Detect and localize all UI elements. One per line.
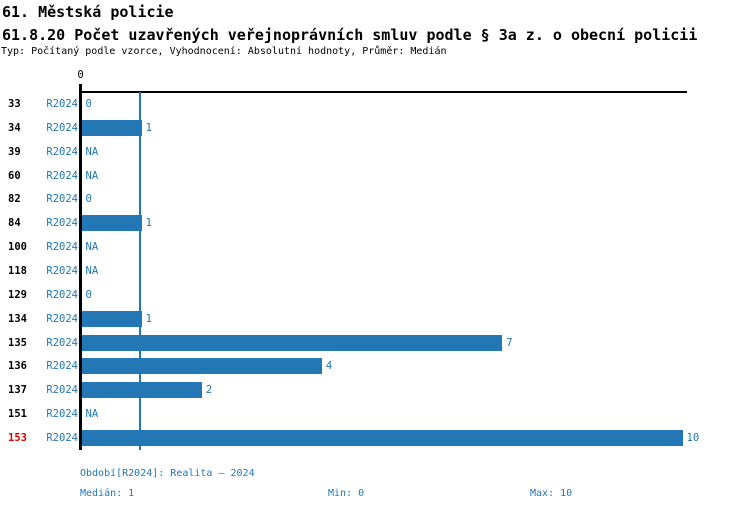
row-period-label: R2024 <box>46 169 78 182</box>
row-value-label: 1 <box>145 217 152 230</box>
row-category-label: 39 <box>8 145 21 158</box>
bar-chart-rows: 33 R2024 0 34 R2024 1 39 R2024 NA 60 R2024 NA 82 R202… <box>0 92 750 450</box>
bar <box>81 119 142 136</box>
page-title: 61. Městská policie <box>2 3 174 21</box>
bar-row: 100 R2024 NA <box>0 235 750 259</box>
row-category-label: 135 <box>8 336 27 349</box>
row-category-label: 137 <box>8 384 27 397</box>
row-value-label: NA <box>85 145 99 158</box>
bar <box>81 215 142 232</box>
bar-row: 82 R2024 0 <box>0 187 750 211</box>
bar-row: 118 R2024 NA <box>0 259 750 283</box>
bar-row: 134 R2024 1 <box>0 307 750 331</box>
bar-row: 60 R2024 NA <box>0 164 750 188</box>
row-category-label: 151 <box>8 408 27 421</box>
row-value-label: NA <box>85 169 99 182</box>
x-axis-tick-label: 0 <box>77 69 84 81</box>
bar-row: 153 R2024 10 <box>0 426 750 450</box>
chart-title: 61.8.20 Počet uzavřených veřejnoprávních… <box>2 26 698 44</box>
row-value-label: 0 <box>85 97 92 110</box>
footer-period-label: Období[R2024]: Realita – 2024 <box>80 468 255 479</box>
row-category-label: 134 <box>8 312 27 325</box>
row-period-label: R2024 <box>46 408 78 421</box>
row-period-label: R2024 <box>46 384 78 397</box>
row-category-label: 153 <box>8 431 27 444</box>
row-value-label: 2 <box>205 384 213 397</box>
bar-row: 33 R2024 0 <box>0 92 750 116</box>
chart-meta-line: Typ: Počítaný podle vzorce, Vyhodnocení:… <box>1 46 447 57</box>
row-category-label: 33 <box>8 97 21 110</box>
y-axis-line <box>79 84 82 450</box>
row-value-label: 4 <box>325 360 333 373</box>
row-value-label: NA <box>85 408 99 421</box>
row-category-label: 84 <box>8 217 21 230</box>
row-value-label: 1 <box>145 312 152 325</box>
footer-min-stat: Min: 0 <box>328 488 365 499</box>
row-period-label: R2024 <box>46 217 78 230</box>
row-value-label: NA <box>85 241 99 254</box>
row-period-label: R2024 <box>46 97 78 110</box>
row-period-label: R2024 <box>46 193 78 206</box>
bar-row: 151 R2024 NA <box>0 402 750 426</box>
row-value-label: NA <box>85 264 99 277</box>
bar-row: 129 R2024 0 <box>0 283 750 307</box>
bar <box>81 358 322 375</box>
row-category-label: 82 <box>8 193 21 206</box>
bar-row: 137 R2024 2 <box>0 378 750 402</box>
bar <box>81 429 683 446</box>
bar-row: 136 R2024 4 <box>0 354 750 378</box>
row-period-label: R2024 <box>46 288 78 301</box>
bar <box>81 382 202 399</box>
row-category-label: 100 <box>8 241 27 254</box>
row-value-label: 0 <box>85 288 92 301</box>
row-category-label: 60 <box>8 169 21 182</box>
row-category-label: 129 <box>8 288 27 301</box>
row-period-label: R2024 <box>46 121 78 134</box>
bar-row: 135 R2024 7 <box>0 331 750 355</box>
row-period-label: R2024 <box>46 241 78 254</box>
row-category-label: 34 <box>8 121 21 134</box>
row-value-label: 10 <box>686 431 700 444</box>
bar-row: 39 R2024 NA <box>0 140 750 164</box>
bar-row: 34 R2024 1 <box>0 116 750 140</box>
row-period-label: R2024 <box>46 360 78 373</box>
row-category-label: 136 <box>8 360 27 373</box>
row-period-label: R2024 <box>46 431 78 444</box>
bar <box>81 334 503 351</box>
footer-median-stat: Medián: 1 <box>80 488 135 499</box>
row-category-label: 118 <box>8 264 27 277</box>
row-period-label: R2024 <box>46 312 78 325</box>
bar <box>81 310 142 327</box>
row-period-label: R2024 <box>46 264 78 277</box>
x-axis-line <box>79 91 687 93</box>
footer-max-stat: Max: 10 <box>530 488 573 499</box>
bar-row: 84 R2024 1 <box>0 211 750 235</box>
row-value-label: 7 <box>506 336 513 349</box>
row-value-label: 1 <box>145 121 152 134</box>
median-reference-line <box>139 92 141 450</box>
row-period-label: R2024 <box>46 336 78 349</box>
row-period-label: R2024 <box>46 145 78 158</box>
row-value-label: 0 <box>85 193 92 206</box>
